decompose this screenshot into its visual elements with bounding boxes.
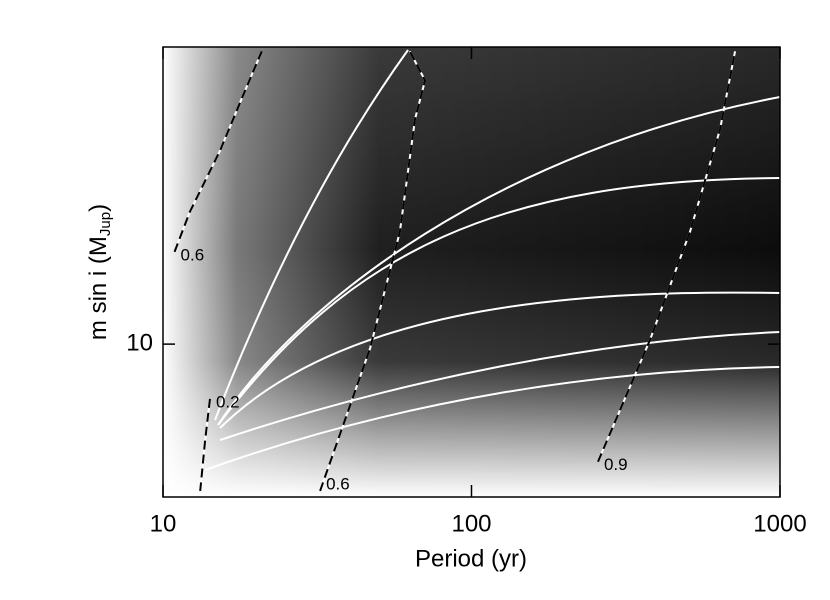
- contour-dashed: [597, 51, 737, 463]
- y-axis-label: m sin i (MJup): [85, 204, 114, 340]
- y-label-text: ): [85, 204, 112, 212]
- labeled-contours: [173, 50, 737, 492]
- y-label-text: m sin i (M: [85, 236, 112, 340]
- x-axis-label: Period (yr): [415, 545, 527, 572]
- contour-line: [219, 331, 780, 441]
- contour-dashed: [173, 50, 263, 253]
- x-tick-label: 1000: [753, 510, 806, 537]
- y-label-sub: Jup: [97, 212, 114, 236]
- x-tick-label: 10: [150, 510, 177, 537]
- x-tick-label: 100: [451, 510, 491, 537]
- contour-line: [204, 366, 780, 471]
- contour-label: 0.6: [181, 245, 205, 264]
- contour-line: [217, 177, 780, 426]
- contour-line: [219, 291, 780, 429]
- contour-line: [217, 96, 780, 426]
- contour-label: 0.6: [326, 474, 350, 493]
- contour-label: 0.9: [604, 455, 628, 474]
- contour-dashed: [199, 398, 211, 492]
- heatmap: [163, 47, 780, 497]
- contour-line: [214, 49, 409, 421]
- y-tick-label: 10: [126, 329, 153, 356]
- contour-label: 0.2: [216, 392, 240, 411]
- contour-dashed: [319, 50, 427, 492]
